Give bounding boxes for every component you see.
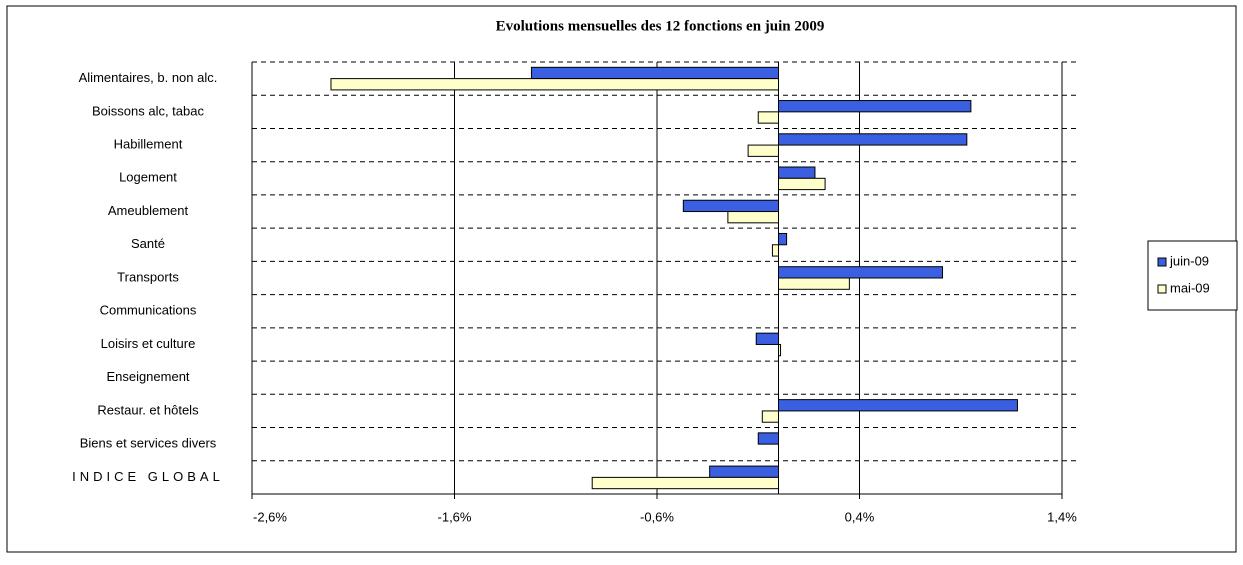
category-label: Santé: [131, 236, 165, 251]
x-tick-label: 1,4%: [1047, 509, 1077, 524]
legend-swatch: [1157, 257, 1167, 267]
legend-swatch: [1157, 284, 1167, 294]
bar: [778, 277, 850, 290]
bar: [727, 211, 779, 224]
x-tick-label: 0,4%: [845, 509, 875, 524]
bar: [682, 199, 780, 213]
chart-title: Evolutions mensuelles des 12 fonctions e…: [496, 18, 825, 34]
category-label: Loisirs et culture: [101, 336, 196, 351]
bar: [709, 465, 780, 478]
category-label: Alimentaires, b. non alc.: [79, 70, 218, 85]
category-label: Restaur. et hôtels: [97, 402, 199, 417]
x-tick-label: -0,6%: [640, 509, 674, 524]
bar: [778, 166, 816, 179]
bar: [778, 232, 788, 246]
x-tick-label: -1,6%: [438, 509, 472, 524]
bar: [778, 177, 826, 191]
legend-label: mai-09: [1170, 280, 1210, 295]
category-label: Logement: [119, 170, 177, 185]
bar: [778, 399, 1018, 412]
category-label: INDICE GLOBAL: [72, 469, 224, 484]
bar: [591, 476, 780, 490]
bar: [757, 432, 779, 445]
legend-box: [1147, 240, 1238, 311]
bar: [530, 66, 780, 80]
bar: [771, 244, 779, 257]
bar: [757, 111, 779, 124]
category-label: Boissons alc, tabac: [92, 103, 205, 118]
bar: [761, 410, 779, 423]
bar: [747, 144, 779, 157]
bar: [778, 266, 944, 279]
x-tick-label: -2,6%: [253, 509, 287, 524]
bar: [778, 100, 972, 113]
bar: [755, 332, 779, 345]
bar: [778, 133, 968, 146]
legend-label: juin-09: [1169, 253, 1209, 268]
category-label: Ameublement: [108, 203, 189, 218]
category-label: Habillement: [114, 137, 183, 152]
category-label: Transports: [117, 269, 179, 284]
category-label: Biens et services divers: [80, 436, 217, 451]
bar: [330, 78, 779, 91]
category-label: Enseignement: [106, 369, 189, 384]
category-label: Communications: [100, 303, 197, 318]
